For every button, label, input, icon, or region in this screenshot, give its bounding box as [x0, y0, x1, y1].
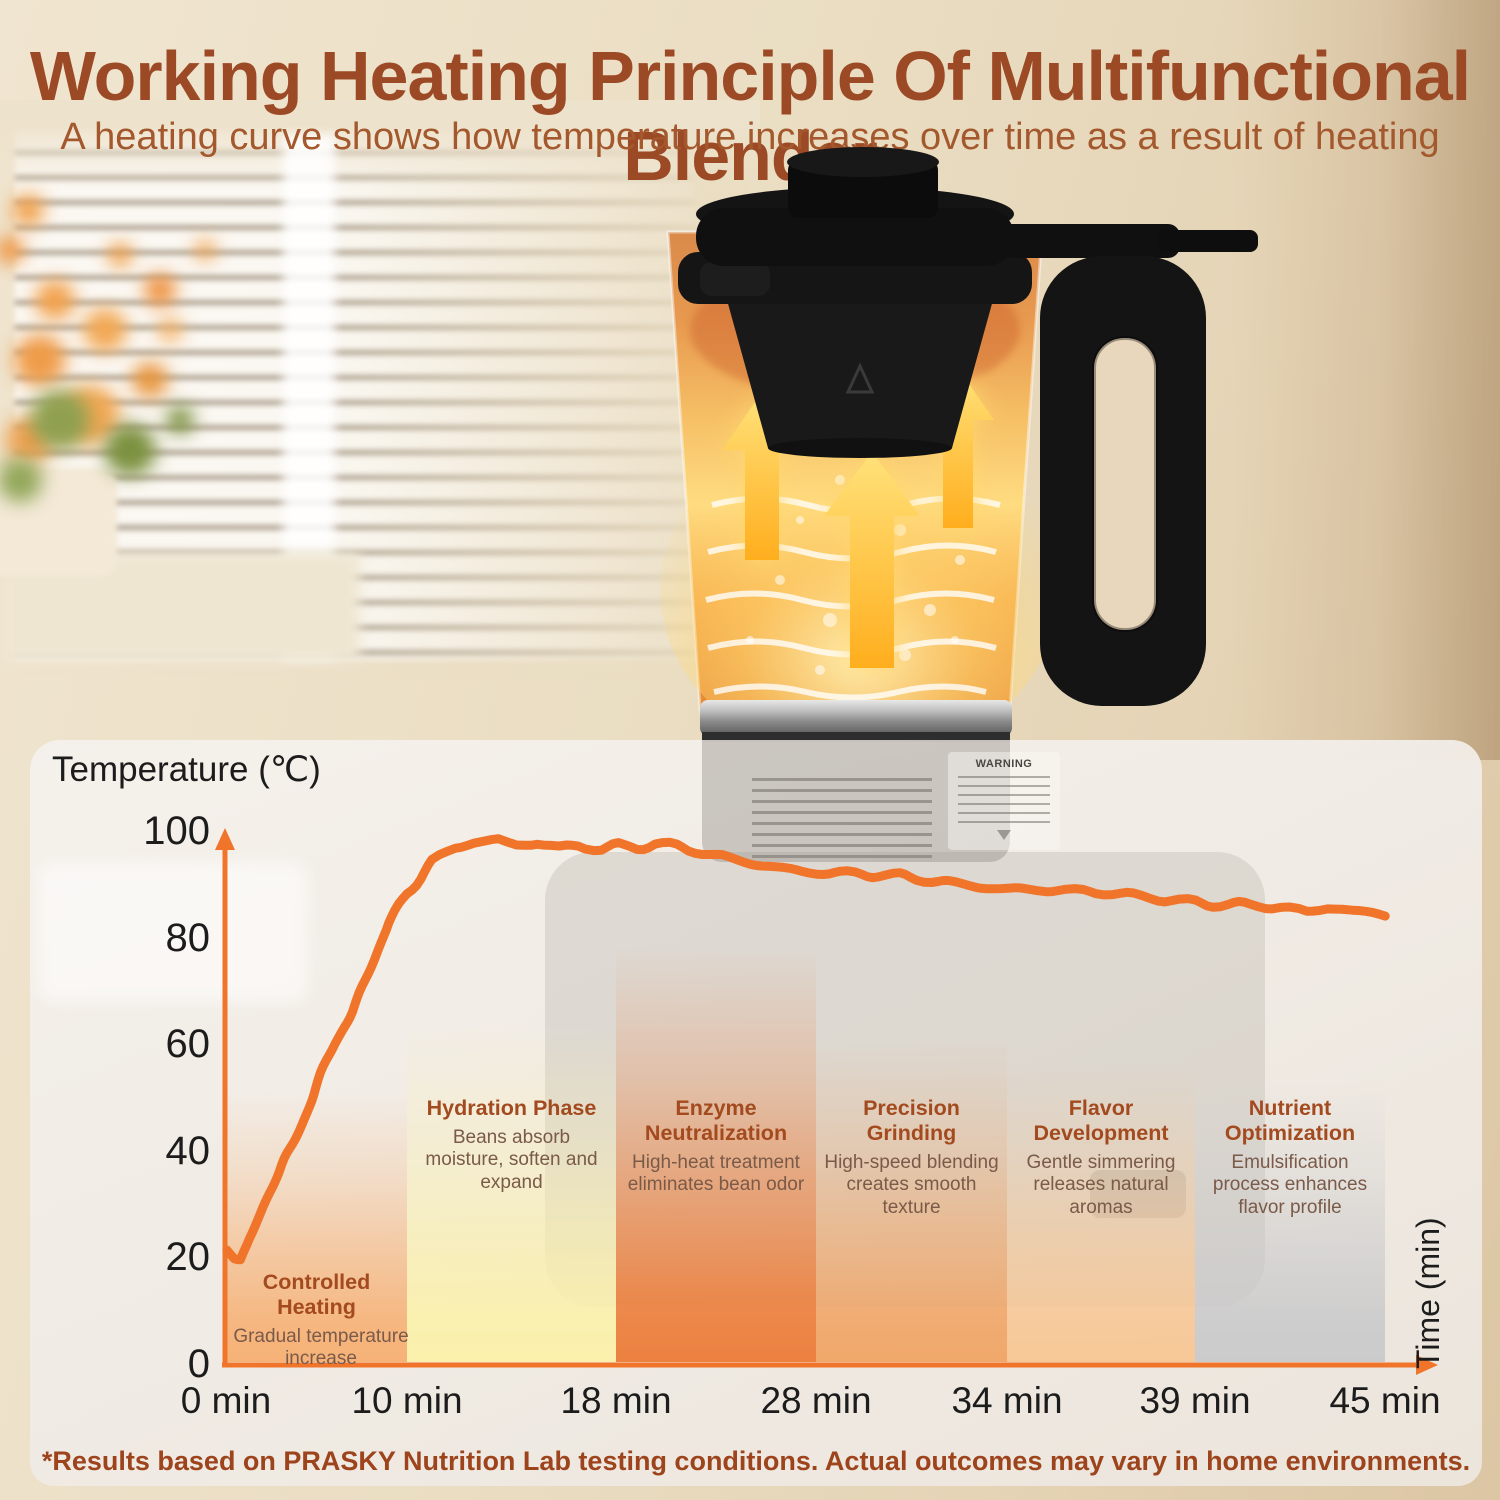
phase-title: Flavor Development [1033, 1096, 1169, 1145]
phase-label-4: Precision Grinding High-speed blending cr… [816, 1096, 1007, 1219]
warning-fineprint [958, 776, 1050, 828]
flower-stem [30, 390, 90, 450]
jar-base-ring [700, 700, 1012, 742]
x-tick-34: 34 min [951, 1380, 1063, 1421]
phase-title: Hydration Phase [426, 1096, 597, 1120]
ghost-base-vents [752, 778, 932, 862]
phase-label-3: Enzyme Neutralization High-heat treatment… [616, 1096, 816, 1197]
page-subtitle: A heating curve shows how temperature in… [60, 116, 1440, 158]
flower-blossom [108, 243, 132, 267]
phase-description: High-heat treatment eliminates bean odor [627, 1152, 805, 1196]
x-tick-39: 39 min [1139, 1380, 1251, 1421]
flower-blossom [35, 280, 75, 320]
y-tick-100: 100 [143, 809, 210, 853]
warning-triangle-icon [997, 830, 1011, 840]
phase-label-5: Flavor Development Gentle simmering relea… [1007, 1096, 1195, 1219]
x-tick-0: 0 min [180, 1380, 272, 1421]
flower-blossom [158, 318, 182, 342]
phase-description: Emulsification process enhances flavor p… [1212, 1152, 1368, 1218]
page-title: Working Heating Principle Of Multifuncti… [29, 37, 1471, 195]
flower-stem [0, 458, 42, 502]
flower-stem [166, 406, 194, 434]
y-tick-40: 40 [165, 1128, 211, 1173]
flower-blossom [83, 308, 127, 352]
y-tick-60: 60 [165, 1022, 211, 1067]
flower-blossom [144, 274, 176, 306]
blender-illustration [660, 147, 1258, 760]
blender-handle [1040, 256, 1206, 706]
blender-lid [678, 147, 1258, 304]
phase-title: Enzyme Neutralization [644, 1096, 788, 1145]
phase-description: High-speed blending creates smooth textu… [824, 1152, 999, 1218]
x-tick-45: 45 min [1329, 1380, 1441, 1421]
flower-blossom [195, 240, 215, 260]
x-tick-28: 28 min [760, 1380, 872, 1421]
y-tick-20: 20 [165, 1235, 211, 1280]
flower-blossom [132, 362, 168, 398]
disclaimer-note: *Results based on PRASKY Nutrition Lab t… [41, 1446, 1471, 1476]
flower-stem [104, 424, 156, 476]
blinds-fade-top [0, 100, 760, 190]
phase-label-2: Hydration Phase Beans absorb moisture, so… [407, 1096, 616, 1194]
y-tick-0: 0 [187, 1342, 210, 1386]
warning-label: WARNING [948, 752, 1060, 850]
y-tick-80: 80 [165, 915, 211, 960]
phase-title: Nutrient Optimization [1224, 1096, 1356, 1145]
phase-label-6: Nutrient Optimization Emulsification proc… [1195, 1096, 1385, 1219]
x-tick-10: 10 min [351, 1380, 463, 1421]
flower-blossom [12, 194, 44, 226]
phase-title: Precision Grinding [863, 1096, 960, 1145]
phase-description: Beans absorb moisture, soften and expand [425, 1127, 598, 1193]
phase-description: Gentle simmering releases natural aromas [1026, 1152, 1176, 1218]
jar-funnel [722, 282, 998, 458]
flower-blossom [0, 236, 24, 264]
phase-label-1: Controlled Heating Gradual temperature in… [226, 1270, 408, 1371]
phase-title: Controlled Heating [262, 1270, 371, 1319]
x-axis-label: Time (min) [1410, 1217, 1446, 1369]
wall-shadow-right [1230, 0, 1500, 760]
x-tick-18: 18 min [560, 1380, 672, 1421]
warning-text: WARNING [975, 758, 1033, 770]
y-axis-label: Temperature (℃) [52, 750, 321, 789]
phase-description: Gradual temperature increase [233, 1326, 409, 1370]
flower-blossom [14, 334, 66, 386]
